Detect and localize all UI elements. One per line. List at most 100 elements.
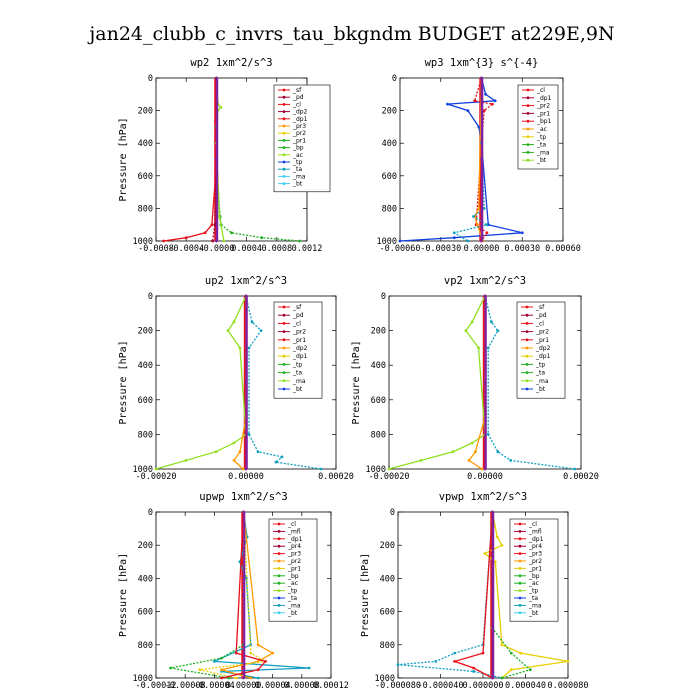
x-tick-label: 0.0004 [231, 244, 262, 254]
series-point [298, 239, 301, 243]
series-line-pr2 [399, 77, 523, 242]
x-tick-label: -0.00008 [165, 681, 206, 691]
series-point [238, 450, 242, 454]
legend-entry: _mfl [287, 528, 301, 535]
x-tick-label: -0.00060 [380, 244, 421, 254]
series-point [256, 643, 260, 647]
series-point [486, 433, 490, 436]
legend-marker [526, 127, 530, 131]
y-tick-label: 600 [380, 608, 395, 618]
series-point [493, 99, 497, 103]
series-point [485, 231, 489, 235]
series-line-dp1 [163, 78, 218, 242]
legend-marker [277, 581, 281, 585]
series-point [241, 467, 245, 471]
legend-marker [282, 139, 286, 142]
legend-entry: _pd [292, 312, 304, 319]
y-tick-label: 1000 [377, 237, 397, 247]
series-point [451, 450, 455, 454]
figure-title: jan24_clubb_c_invrs_tau_bkgndm BUDGET at… [87, 23, 614, 45]
legend-entry: _ta [528, 595, 538, 602]
legend-marker [526, 88, 530, 92]
legend-marker [525, 313, 529, 317]
series-point [162, 239, 166, 243]
legend-marker [526, 143, 530, 147]
series-point [472, 666, 475, 670]
legend-box [268, 518, 318, 622]
legend-marker [518, 581, 522, 585]
legend-marker [526, 158, 530, 162]
y-tick-label: 600 [382, 172, 397, 182]
panel-title: wp3 1xm^{3} s^{-4} [425, 57, 539, 69]
legend-entry: _bp [528, 573, 540, 580]
y-tick-label: 800 [138, 430, 153, 440]
legend-box [516, 301, 566, 399]
legend-entry: _tp [535, 361, 545, 368]
legend-entry: _pr1 [292, 137, 306, 144]
legend-entry: _pr2 [292, 130, 306, 137]
y-axis-label: Pressure [hPa] [118, 553, 129, 637]
series-point [203, 231, 207, 235]
legend-entry: _tp [287, 588, 297, 595]
series-point [154, 467, 158, 471]
series-point [491, 102, 494, 106]
series-point [470, 441, 474, 445]
legend-box [509, 518, 559, 622]
y-tick-label: 800 [138, 204, 153, 214]
legend-entry: _pr4 [528, 543, 542, 550]
legend-marker [525, 305, 529, 309]
panel-2: wp3 1xm^{3} s^{-4}02004006008001000-0.00… [377, 57, 581, 254]
legend-entry: _dp1 [292, 116, 308, 123]
series-line-pr2 [221, 511, 275, 679]
x-tick-label: 0.00000 [226, 681, 262, 691]
series-point [500, 676, 504, 680]
y-tick-label: 1000 [133, 237, 153, 247]
legend-entry: _bp [287, 573, 299, 580]
legend-marker [277, 537, 281, 541]
legend-entry: _dp2 [535, 345, 551, 352]
legend-entry: _cl [535, 320, 544, 327]
legend-marker [277, 530, 281, 533]
legend-marker [282, 167, 286, 171]
panel-title: wp2 1xm^2/s^3 [190, 57, 272, 69]
y-tick-label: 400 [382, 139, 397, 149]
y-tick-label: 1000 [133, 674, 153, 684]
series-point [493, 560, 497, 564]
legend-entry: _bt [287, 610, 298, 617]
legend-box [517, 84, 559, 170]
legend-entry: _ac [292, 152, 303, 159]
legend-marker [525, 338, 529, 342]
legend-entry: _ma [287, 602, 301, 609]
series-point [220, 676, 224, 680]
legend-marker [277, 589, 281, 592]
legend-box [273, 84, 331, 193]
legend-marker [282, 146, 286, 150]
series-line-dp1 [155, 295, 247, 470]
y-tick-label: 800 [380, 641, 395, 651]
y-tick-label: 1000 [375, 674, 395, 684]
series-point [484, 92, 487, 96]
legend-entry: _tp [536, 134, 546, 141]
x-tick-label: 0.0012 [292, 244, 323, 254]
series-point [453, 660, 457, 663]
legend-marker [518, 552, 522, 555]
legend-marker [282, 371, 286, 374]
x-tick-label: -0.00004 [194, 681, 235, 691]
legend-entry: _sf [535, 304, 545, 311]
legend-entry: _dp2 [292, 109, 308, 116]
series-point [234, 676, 238, 680]
legend-marker [277, 552, 281, 555]
series-point [232, 441, 236, 445]
legend-marker [518, 537, 522, 541]
legend-entry: _pr1 [528, 565, 542, 572]
legend-entry: _bp1 [536, 118, 552, 125]
legend-marker [525, 387, 529, 391]
legend-entry: _pd [292, 94, 304, 101]
series-point [472, 670, 475, 673]
series-point [234, 651, 238, 655]
legend-marker [525, 354, 529, 358]
legend-entry: _bt [535, 386, 546, 393]
legend-marker [282, 322, 286, 325]
legend-entry: _pr2 [536, 103, 550, 110]
x-tick-label: 0.00000 [464, 244, 500, 254]
